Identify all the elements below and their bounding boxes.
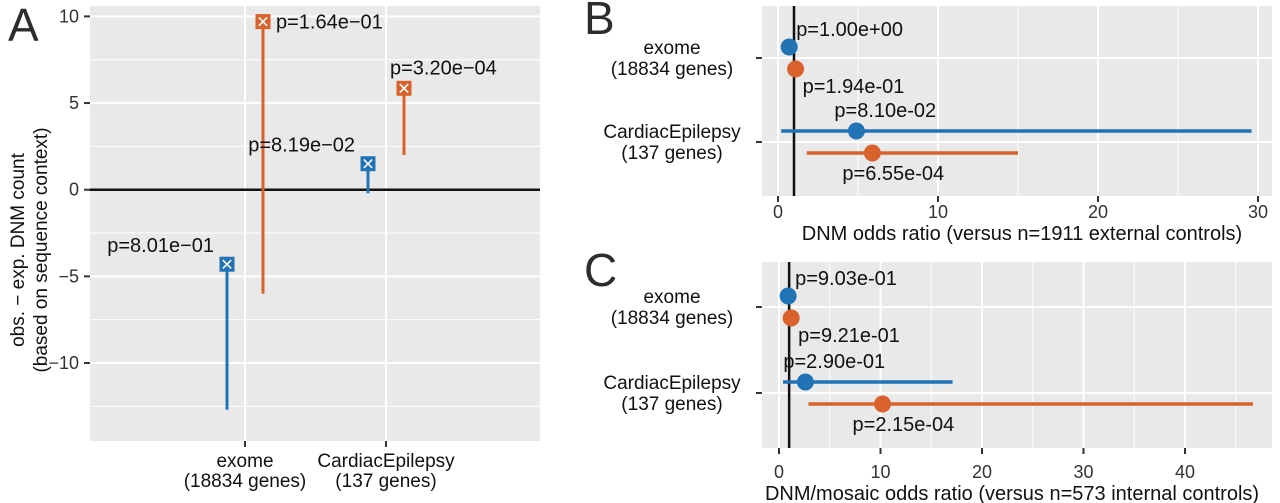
x-tick-label: 40	[1175, 462, 1195, 482]
x-tick-label: 10	[870, 462, 890, 482]
p-value-label: p=6.55e-04	[842, 163, 944, 185]
x-tick-label: 30	[1248, 202, 1268, 222]
panel-c-label: C	[584, 244, 618, 296]
x-category-label: CardiacEpilepsy	[317, 451, 455, 472]
x-tick-label: 0	[774, 462, 784, 482]
y-category-label: exome	[643, 287, 700, 308]
panel-b-label: B	[584, 0, 615, 44]
panel-a-label: A	[8, 0, 39, 51]
x-tick-label: 0	[773, 202, 783, 222]
p-value-label: p=2.15e-04	[853, 414, 955, 436]
plot-background	[90, 6, 540, 441]
data-point-dot	[847, 122, 865, 140]
p-value-label: p=3.20e−04	[390, 57, 497, 79]
data-point-dot	[782, 309, 800, 327]
x-category-label: (137 genes)	[335, 471, 436, 492]
panel-a-chart: 10 5 0 −5 −10 exome(18834 genes) CardiacEpilep…	[8, 6, 540, 492]
plot-background	[762, 6, 1272, 196]
plot-background	[762, 262, 1272, 448]
y-tick-label: 10	[59, 6, 79, 26]
square-cross-mark	[363, 158, 373, 169]
panel-b-chart: 0 10 20 30 exome(18834 genes) CardiacEpilepsy…	[603, 6, 1272, 245]
p-value-label: p=9.21e-01	[798, 325, 900, 347]
x-tick-label: 10	[928, 202, 948, 222]
data-point-dot	[874, 395, 892, 413]
y-category-label: exome	[643, 38, 700, 59]
y-category-label: (18834 genes)	[611, 308, 734, 329]
square-cross-mark	[222, 259, 232, 269]
x-tick-label: 30	[1073, 462, 1093, 482]
data-point-dot	[863, 144, 881, 162]
panel-c-chart: 0 10 20 30 40 exome(18834 genes) CardiacEpilep…	[603, 262, 1272, 503]
x-axis-title: DNM odds ratio (versus n=1911 external c…	[802, 223, 1242, 245]
data-point-dot	[779, 287, 797, 305]
square-cross-mark	[258, 16, 268, 27]
p-value-label: p=1.00e+00	[796, 19, 903, 41]
x-tick-label: 20	[1088, 202, 1108, 222]
p-value-label: p=8.01e−01	[107, 235, 214, 257]
p-value-label: p=8.10e-02	[834, 100, 936, 122]
y-category-label: (137 genes)	[621, 143, 722, 164]
y-tick-label: 5	[69, 93, 79, 113]
y-category-label: (137 genes)	[621, 394, 722, 415]
y-axis-title: (based on sequence context)	[31, 127, 52, 372]
x-tick-label: 20	[972, 462, 992, 482]
p-value-label: p=2.90e-01	[783, 351, 885, 373]
x-category-label: (18834 genes)	[184, 471, 307, 492]
y-category-label: CardiacEpilepsy	[603, 122, 741, 143]
y-tick-label: 0	[69, 180, 79, 200]
data-point-dot	[780, 38, 798, 56]
x-category-label: exome	[216, 451, 273, 472]
y-tick-label: −5	[58, 266, 79, 286]
x-axis-title: DNM/mosaic odds ratio (versus n=573 inte…	[765, 483, 1259, 503]
p-value-label: p=8.19e−02	[248, 135, 355, 157]
y-category-label: CardiacEpilepsy	[603, 373, 741, 394]
y-tick-label: −10	[48, 353, 79, 373]
square-cross-mark	[399, 83, 409, 94]
p-value-label: p=1.94e-01	[803, 76, 905, 98]
y-category-label: (18834 genes)	[611, 59, 734, 80]
data-point-dot	[796, 373, 814, 391]
y-axis-title: obs. − exp. DNM count	[8, 152, 29, 347]
p-value-label: p=1.64e−01	[276, 12, 383, 34]
p-value-label: p=9.03e-01	[795, 268, 897, 290]
data-point-dot	[787, 60, 805, 78]
